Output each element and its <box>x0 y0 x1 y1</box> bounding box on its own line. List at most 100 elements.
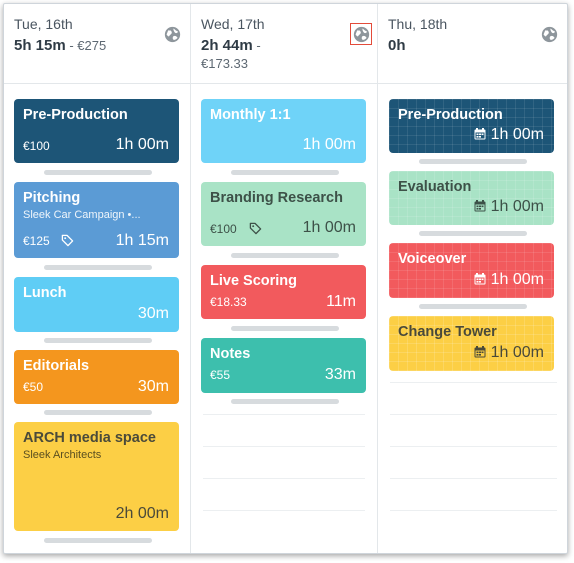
time-entry-card[interactable]: Branding Research €100 1h 00m <box>201 182 366 246</box>
card-duration: 1h 00m <box>490 126 544 143</box>
tag-icon <box>61 234 74 247</box>
time-entry-card[interactable]: Pitching Sleek Car Campaign •... €125 1h… <box>14 182 179 258</box>
card-duration: 1h 00m <box>490 344 544 361</box>
timesheet-week-view: Tue, 16th 5h 15m - €275 Pre-Production €… <box>3 3 568 554</box>
card-duration: 30m <box>137 305 169 322</box>
resize-handle[interactable] <box>419 231 527 236</box>
calendar-icon <box>474 128 486 140</box>
grid-line <box>203 478 365 479</box>
day-total: 5h 15m - €275 <box>14 37 164 55</box>
card-title: Notes <box>210 346 251 362</box>
card-price: €100 <box>210 222 237 236</box>
time-entry-card[interactable]: ARCH media space Sleek Architects 2h 00m <box>14 422 179 531</box>
day-total-money: €275 <box>77 38 107 53</box>
card-title: Pre-Production <box>23 107 128 123</box>
card-duration: 30m <box>137 378 169 395</box>
planned-entry-card[interactable]: Change Tower 1h 00m <box>389 316 554 371</box>
time-entry-card[interactable]: Lunch 30m <box>14 277 179 332</box>
card-price: €50 <box>23 380 44 394</box>
planned-entry-card[interactable]: Voiceover 1h 00m <box>389 243 554 298</box>
day-total-money: €173.33 <box>201 56 248 71</box>
card-title: Pitching <box>23 190 81 206</box>
calendar-icon <box>474 346 486 358</box>
card-title: Change Tower <box>398 324 497 340</box>
day-total-time: 5h 15m <box>14 37 66 54</box>
grid-line <box>203 414 365 415</box>
card-price: €125 <box>23 234 50 248</box>
card-duration: 1h 00m <box>302 136 356 153</box>
card-duration: 1h 15m <box>115 232 169 249</box>
card-duration: 1h 00m <box>490 198 544 215</box>
day-body: Monthly 1:1 1h 00m Branding Research €10… <box>191 84 377 553</box>
card-subtitle: Sleek Architects <box>23 449 102 461</box>
resize-handle[interactable] <box>44 170 152 175</box>
day-total: 0h <box>388 37 538 55</box>
card-price: €100 <box>23 139 50 153</box>
time-entry-card[interactable]: Editorials €50 30m <box>14 350 179 404</box>
card-title: ARCH media space <box>23 430 156 446</box>
separator: - <box>65 38 78 53</box>
day-column-thu: Thu, 18th 0h Pre-Production 1h 00m Evalu… <box>377 4 567 553</box>
planned-entry-card[interactable]: Pre-Production 1h 00m <box>389 99 554 153</box>
grid-line <box>203 510 365 511</box>
card-title: Branding Research <box>210 190 343 206</box>
time-entry-card[interactable]: Live Scoring €18.33 11m <box>201 265 366 319</box>
resize-handle[interactable] <box>44 265 152 270</box>
card-title: Pre-Production <box>398 107 503 123</box>
day-label: Tue, 16th <box>14 16 73 32</box>
day-header: Thu, 18th 0h <box>378 4 567 84</box>
grid-line <box>390 510 557 511</box>
grid-line <box>390 414 557 415</box>
card-duration: 11m <box>326 293 356 310</box>
globe-icon[interactable] <box>164 26 183 45</box>
resize-handle[interactable] <box>419 159 527 164</box>
card-title: Evaluation <box>398 179 472 195</box>
planned-entry-card[interactable]: Evaluation 1h 00m <box>389 171 554 225</box>
card-duration: 33m <box>324 366 356 383</box>
grid-line <box>390 382 557 383</box>
globe-icon[interactable] <box>350 23 372 45</box>
day-total-time: 0h <box>388 37 406 54</box>
time-entry-card[interactable]: Pre-Production €100 1h 00m <box>14 99 179 163</box>
day-header: Wed, 17th 2h 44m - €173.33 <box>191 4 377 84</box>
day-column-wed: Wed, 17th 2h 44m - €173.33 Monthly 1:1 1h… <box>190 4 377 553</box>
separator: - <box>252 38 261 53</box>
day-column-tue: Tue, 16th 5h 15m - €275 Pre-Production €… <box>4 4 190 553</box>
resize-handle[interactable] <box>419 304 527 309</box>
day-total-time: 2h 44m <box>201 37 253 54</box>
resize-handle[interactable] <box>231 253 339 258</box>
card-title: Monthly 1:1 <box>210 107 291 123</box>
card-title: Voiceover <box>398 251 467 267</box>
day-header: Tue, 16th 5h 15m - €275 <box>4 4 190 84</box>
card-duration: 1h 00m <box>490 271 544 288</box>
resize-handle[interactable] <box>44 338 152 343</box>
card-title: Lunch <box>23 285 67 301</box>
resize-handle[interactable] <box>231 170 339 175</box>
day-total: 2h 44m - €173.33 <box>201 37 351 73</box>
card-duration: 1h 00m <box>302 219 356 236</box>
card-price: €55 <box>210 368 231 382</box>
calendar-icon <box>474 273 486 285</box>
time-entry-card[interactable]: Monthly 1:1 1h 00m <box>201 99 366 163</box>
card-subtitle: Sleek Car Campaign •... <box>23 209 141 221</box>
card-title: Live Scoring <box>210 273 298 289</box>
resize-handle[interactable] <box>44 538 152 543</box>
card-duration: 2h 00m <box>115 505 169 522</box>
day-body: Pre-Production €100 1h 00m Pitching Slee… <box>4 84 190 553</box>
card-price: €18.33 <box>210 295 247 309</box>
card-duration: 1h 00m <box>115 136 169 153</box>
resize-handle[interactable] <box>231 326 339 331</box>
resize-handle[interactable] <box>44 410 152 415</box>
calendar-icon <box>474 200 486 212</box>
day-label: Wed, 17th <box>201 16 265 32</box>
card-title: Editorials <box>23 358 90 374</box>
globe-icon[interactable] <box>541 26 560 45</box>
day-label: Thu, 18th <box>388 16 448 32</box>
grid-line <box>390 478 557 479</box>
day-body: Pre-Production 1h 00m Evaluation 1h 00m … <box>378 84 567 553</box>
time-entry-card[interactable]: Notes €55 33m <box>201 338 366 393</box>
tag-icon <box>249 222 262 235</box>
grid-line <box>390 446 557 447</box>
grid-line <box>203 446 365 447</box>
resize-handle[interactable] <box>231 399 339 404</box>
